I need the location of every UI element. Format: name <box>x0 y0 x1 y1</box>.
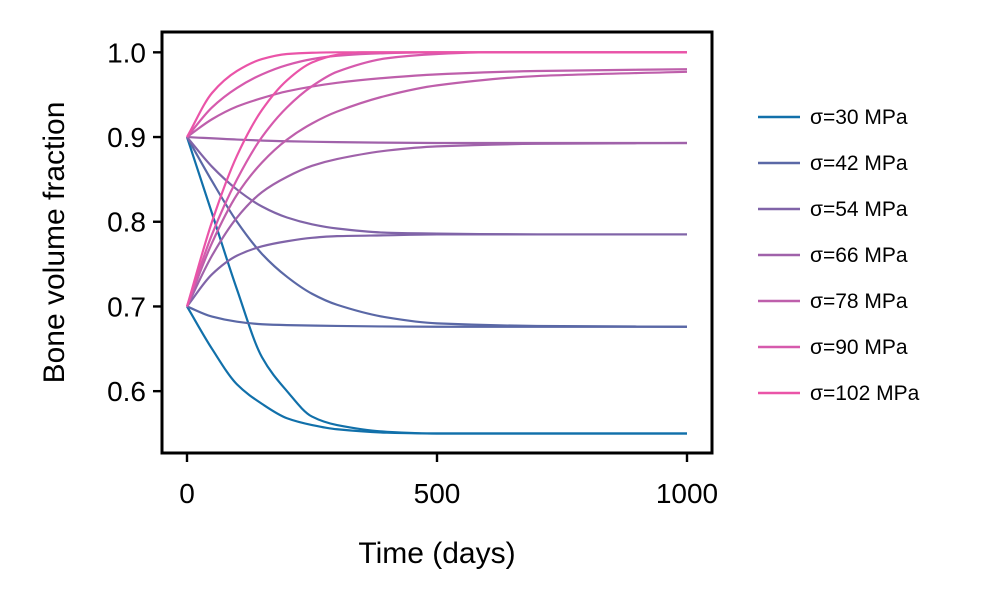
series-5-line-start-0.7 <box>185 51 687 307</box>
legend-label: σ=30 MPa <box>810 106 908 129</box>
series-0-line-start-0.9 <box>185 136 687 435</box>
legend-entry-5: σ=90 MPa <box>758 336 908 359</box>
series-0-line-start-0.7 <box>186 305 687 435</box>
legend-label: σ=54 MPa <box>810 198 908 221</box>
series-2-line-start-0.9 <box>186 136 687 236</box>
series-1-line-start-0.7 <box>186 305 687 328</box>
legend-entry-0: σ=30 MPa <box>758 106 908 129</box>
y-tick-label: 0.8 <box>107 207 146 238</box>
y-tick-label: 0.7 <box>107 291 146 322</box>
series-2-line-start-0.7 <box>186 233 687 308</box>
legend-entry-2: σ=54 MPa <box>758 198 908 221</box>
x-axis-label: Time (days) <box>358 537 515 570</box>
series-5 <box>185 51 687 307</box>
series-6-line-start-0.9 <box>186 51 687 138</box>
series-1 <box>186 136 688 328</box>
legend-label: σ=42 MPa <box>810 152 908 175</box>
x-tick-label: 0 <box>179 478 195 509</box>
series-6-line-start-0.7 <box>185 51 687 307</box>
plot-area <box>185 51 688 435</box>
y-axis-label: Bone volume fraction <box>38 102 71 384</box>
legend-label: σ=90 MPa <box>810 336 908 359</box>
series-1-line-start-0.9 <box>186 136 688 328</box>
series-5-line-start-0.9 <box>186 51 687 138</box>
y-tick-label: 1.0 <box>107 37 146 68</box>
x-tick-label: 500 <box>414 478 461 509</box>
series-lines <box>185 51 688 435</box>
x-tick-label: 1000 <box>656 478 718 509</box>
series-4-line-start-0.9 <box>186 68 688 138</box>
legend-entry-3: σ=66 MPa <box>758 244 908 267</box>
series-0 <box>185 136 687 435</box>
legend-label: σ=78 MPa <box>810 290 908 313</box>
y-tick-label: 0.9 <box>107 122 146 153</box>
legend-entry-4: σ=78 MPa <box>758 290 908 313</box>
series-6 <box>185 51 687 307</box>
axes: 0 500 1000 0.6 0.7 0.8 0.9 1.0 <box>107 30 718 509</box>
series-4 <box>185 68 688 307</box>
legend-label: σ=66 MPa <box>810 244 908 267</box>
legend: σ=30 MPa σ=42 MPa σ=54 MPa σ=66 MPa σ=78 MPa… <box>758 106 920 405</box>
series-3 <box>186 135 688 307</box>
legend-label: σ=102 MPa <box>810 382 920 405</box>
series-4-line-start-0.7 <box>185 70 688 307</box>
legend-entry-6: σ=102 MPa <box>758 382 920 405</box>
legend-entry-1: σ=42 MPa <box>758 152 908 175</box>
series-3-line-start-0.7 <box>186 141 688 307</box>
y-tick-label: 0.6 <box>107 376 146 407</box>
